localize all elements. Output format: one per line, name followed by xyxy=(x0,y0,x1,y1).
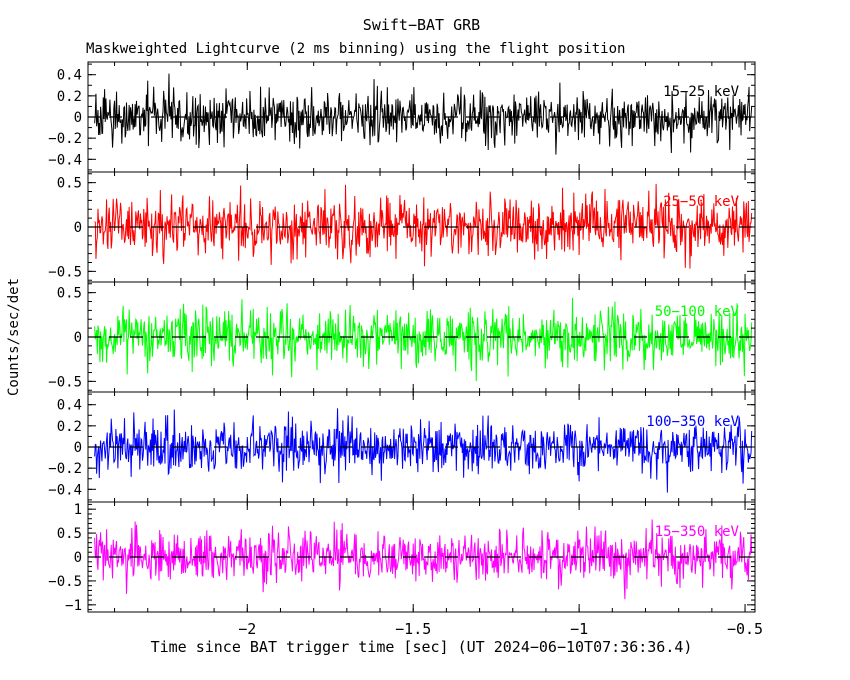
x-ticks xyxy=(114,502,746,612)
y-tick-label: −0.2 xyxy=(48,461,82,477)
series-line xyxy=(94,297,753,382)
y-ticks xyxy=(88,283,755,391)
x-ticks xyxy=(114,392,746,502)
x-tick-label: −1.5 xyxy=(395,620,431,638)
chart-subtitle: Maskweighted Lightcurve (2 ms binning) u… xyxy=(86,41,626,57)
y-tick-label: 0 xyxy=(74,330,82,346)
series-line xyxy=(94,408,753,493)
series-line xyxy=(94,183,753,269)
y-tick-label: 0.4 xyxy=(57,398,82,414)
panel-100-350-kev: 100−350 keV 0.4 0.2 0 −0.2 −0.4 xyxy=(48,391,756,503)
chart-title: Swift−BAT GRB xyxy=(362,16,481,34)
x-ticks xyxy=(114,282,746,392)
y-tick-label: −0.5 xyxy=(48,264,82,280)
x-tick-label: −1 xyxy=(570,620,588,638)
y-tick-label: 0 xyxy=(74,110,82,126)
panel-50-100-kev: 50−100 keV 0.5 0 −0.5 xyxy=(48,281,756,393)
band-label: 15−350 keV xyxy=(655,524,740,540)
band-label: 100−350 keV xyxy=(646,414,739,430)
y-tick-label: 1 xyxy=(74,502,82,518)
y-tick-label: −0.5 xyxy=(48,574,82,590)
y-tick-label: −1 xyxy=(65,598,82,614)
y-tick-label: 0 xyxy=(74,440,82,456)
y-tick-label: 0.5 xyxy=(57,526,82,542)
y-tick-label: 0.4 xyxy=(57,68,82,84)
y-tick-label: −0.5 xyxy=(48,374,82,390)
y-tick-label: 0.5 xyxy=(57,286,82,302)
panel-15-350-kev: 15−350 keV 1 0.5 0 −0.5 −1 xyxy=(48,501,756,614)
y-tick-label: 0 xyxy=(74,550,82,566)
y-ticks xyxy=(88,173,755,281)
band-label: 50−100 keV xyxy=(655,304,740,320)
series-line xyxy=(94,73,753,155)
band-label: 15−25 keV xyxy=(663,84,739,100)
y-tick-label: −0.4 xyxy=(48,152,82,168)
panel-25-50-kev: 25−50 keV 0.5 0 −0.5 xyxy=(48,171,756,283)
band-label: 25−50 keV xyxy=(663,194,739,210)
x-axis-label: Time since BAT trigger time [sec] (UT 20… xyxy=(150,638,693,656)
x-tick-label: −0.5 xyxy=(727,620,763,638)
y-tick-label: 0 xyxy=(74,220,82,236)
x-ticks xyxy=(114,62,746,172)
x-ticks xyxy=(114,172,746,282)
y-ticks xyxy=(88,393,755,501)
panel-15-25-kev: 15−25 keV 0.4 0.2 0 −0.2 −0.4 xyxy=(48,61,756,173)
y-ticks xyxy=(88,63,755,171)
x-tick-label: −2 xyxy=(238,620,256,638)
y-tick-label: 0.5 xyxy=(57,176,82,192)
y-tick-label: 0.2 xyxy=(57,419,82,435)
y-tick-label: 0.2 xyxy=(57,89,82,105)
y-tick-label: −0.4 xyxy=(48,482,82,498)
panel-border xyxy=(87,171,756,283)
y-ticks xyxy=(88,503,755,611)
y-tick-label: −0.2 xyxy=(48,131,82,147)
series-line xyxy=(94,519,753,600)
